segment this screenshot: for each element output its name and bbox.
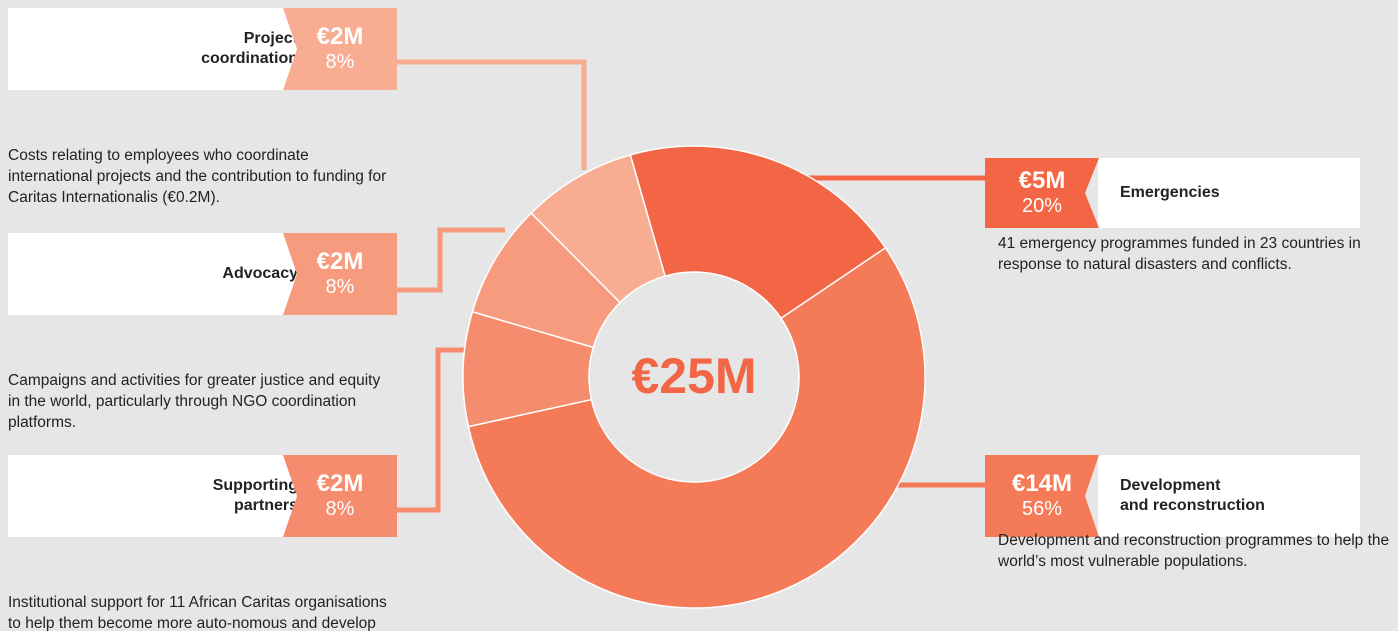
percent-label: 8% [325, 498, 355, 520]
label-box: Development and reconstruction [1098, 455, 1360, 537]
amount-label: €2M [316, 248, 364, 275]
value-tag: €5M 20% [985, 158, 1099, 228]
label-box: Supporting partners [8, 455, 298, 537]
description: Development and reconstruction programme… [998, 532, 1390, 570]
donut-hole [590, 273, 798, 481]
amount-label: €14M [1011, 470, 1073, 497]
category-name: Advocacy [222, 265, 298, 282]
description: Institutional support for 11 African Car… [8, 594, 387, 631]
percent-label: 56% [1021, 498, 1063, 520]
connector [397, 227, 505, 293]
amount-label: €2M [316, 23, 364, 50]
value-tag: €2M 8% [283, 455, 397, 537]
donut-segment [530, 154, 666, 304]
label-box: Project coordination [8, 8, 298, 90]
value-tag: €2M 8% [283, 233, 397, 315]
description: Costs relating to employees who coordina… [8, 147, 387, 206]
amount-label: €5M [1018, 167, 1066, 194]
category-name: Development and reconstruction [1120, 477, 1265, 514]
label-box: Emergencies [1098, 158, 1360, 228]
category-name: Supporting partners [212, 477, 298, 514]
center-label: €25M [631, 348, 756, 404]
connector [397, 59, 587, 170]
label-box: Advocacy [8, 233, 298, 315]
percent-label: 20% [1021, 195, 1063, 217]
description: Campaigns and activities for greater jus… [8, 372, 381, 431]
amount-label: €2M [316, 470, 364, 497]
connector [397, 347, 480, 513]
percent-label: 8% [325, 51, 355, 73]
donut-segment [629, 145, 887, 320]
value-tag: €14M 56% [985, 455, 1099, 537]
percent-label: 8% [325, 276, 355, 298]
value-tag: €2M 8% [283, 8, 397, 90]
description: 41 emergency programmes funded in 23 cou… [998, 235, 1361, 273]
donut-segment [467, 246, 926, 609]
category-name: Project coordination [201, 30, 298, 67]
category-name: Emergencies [1120, 184, 1220, 201]
